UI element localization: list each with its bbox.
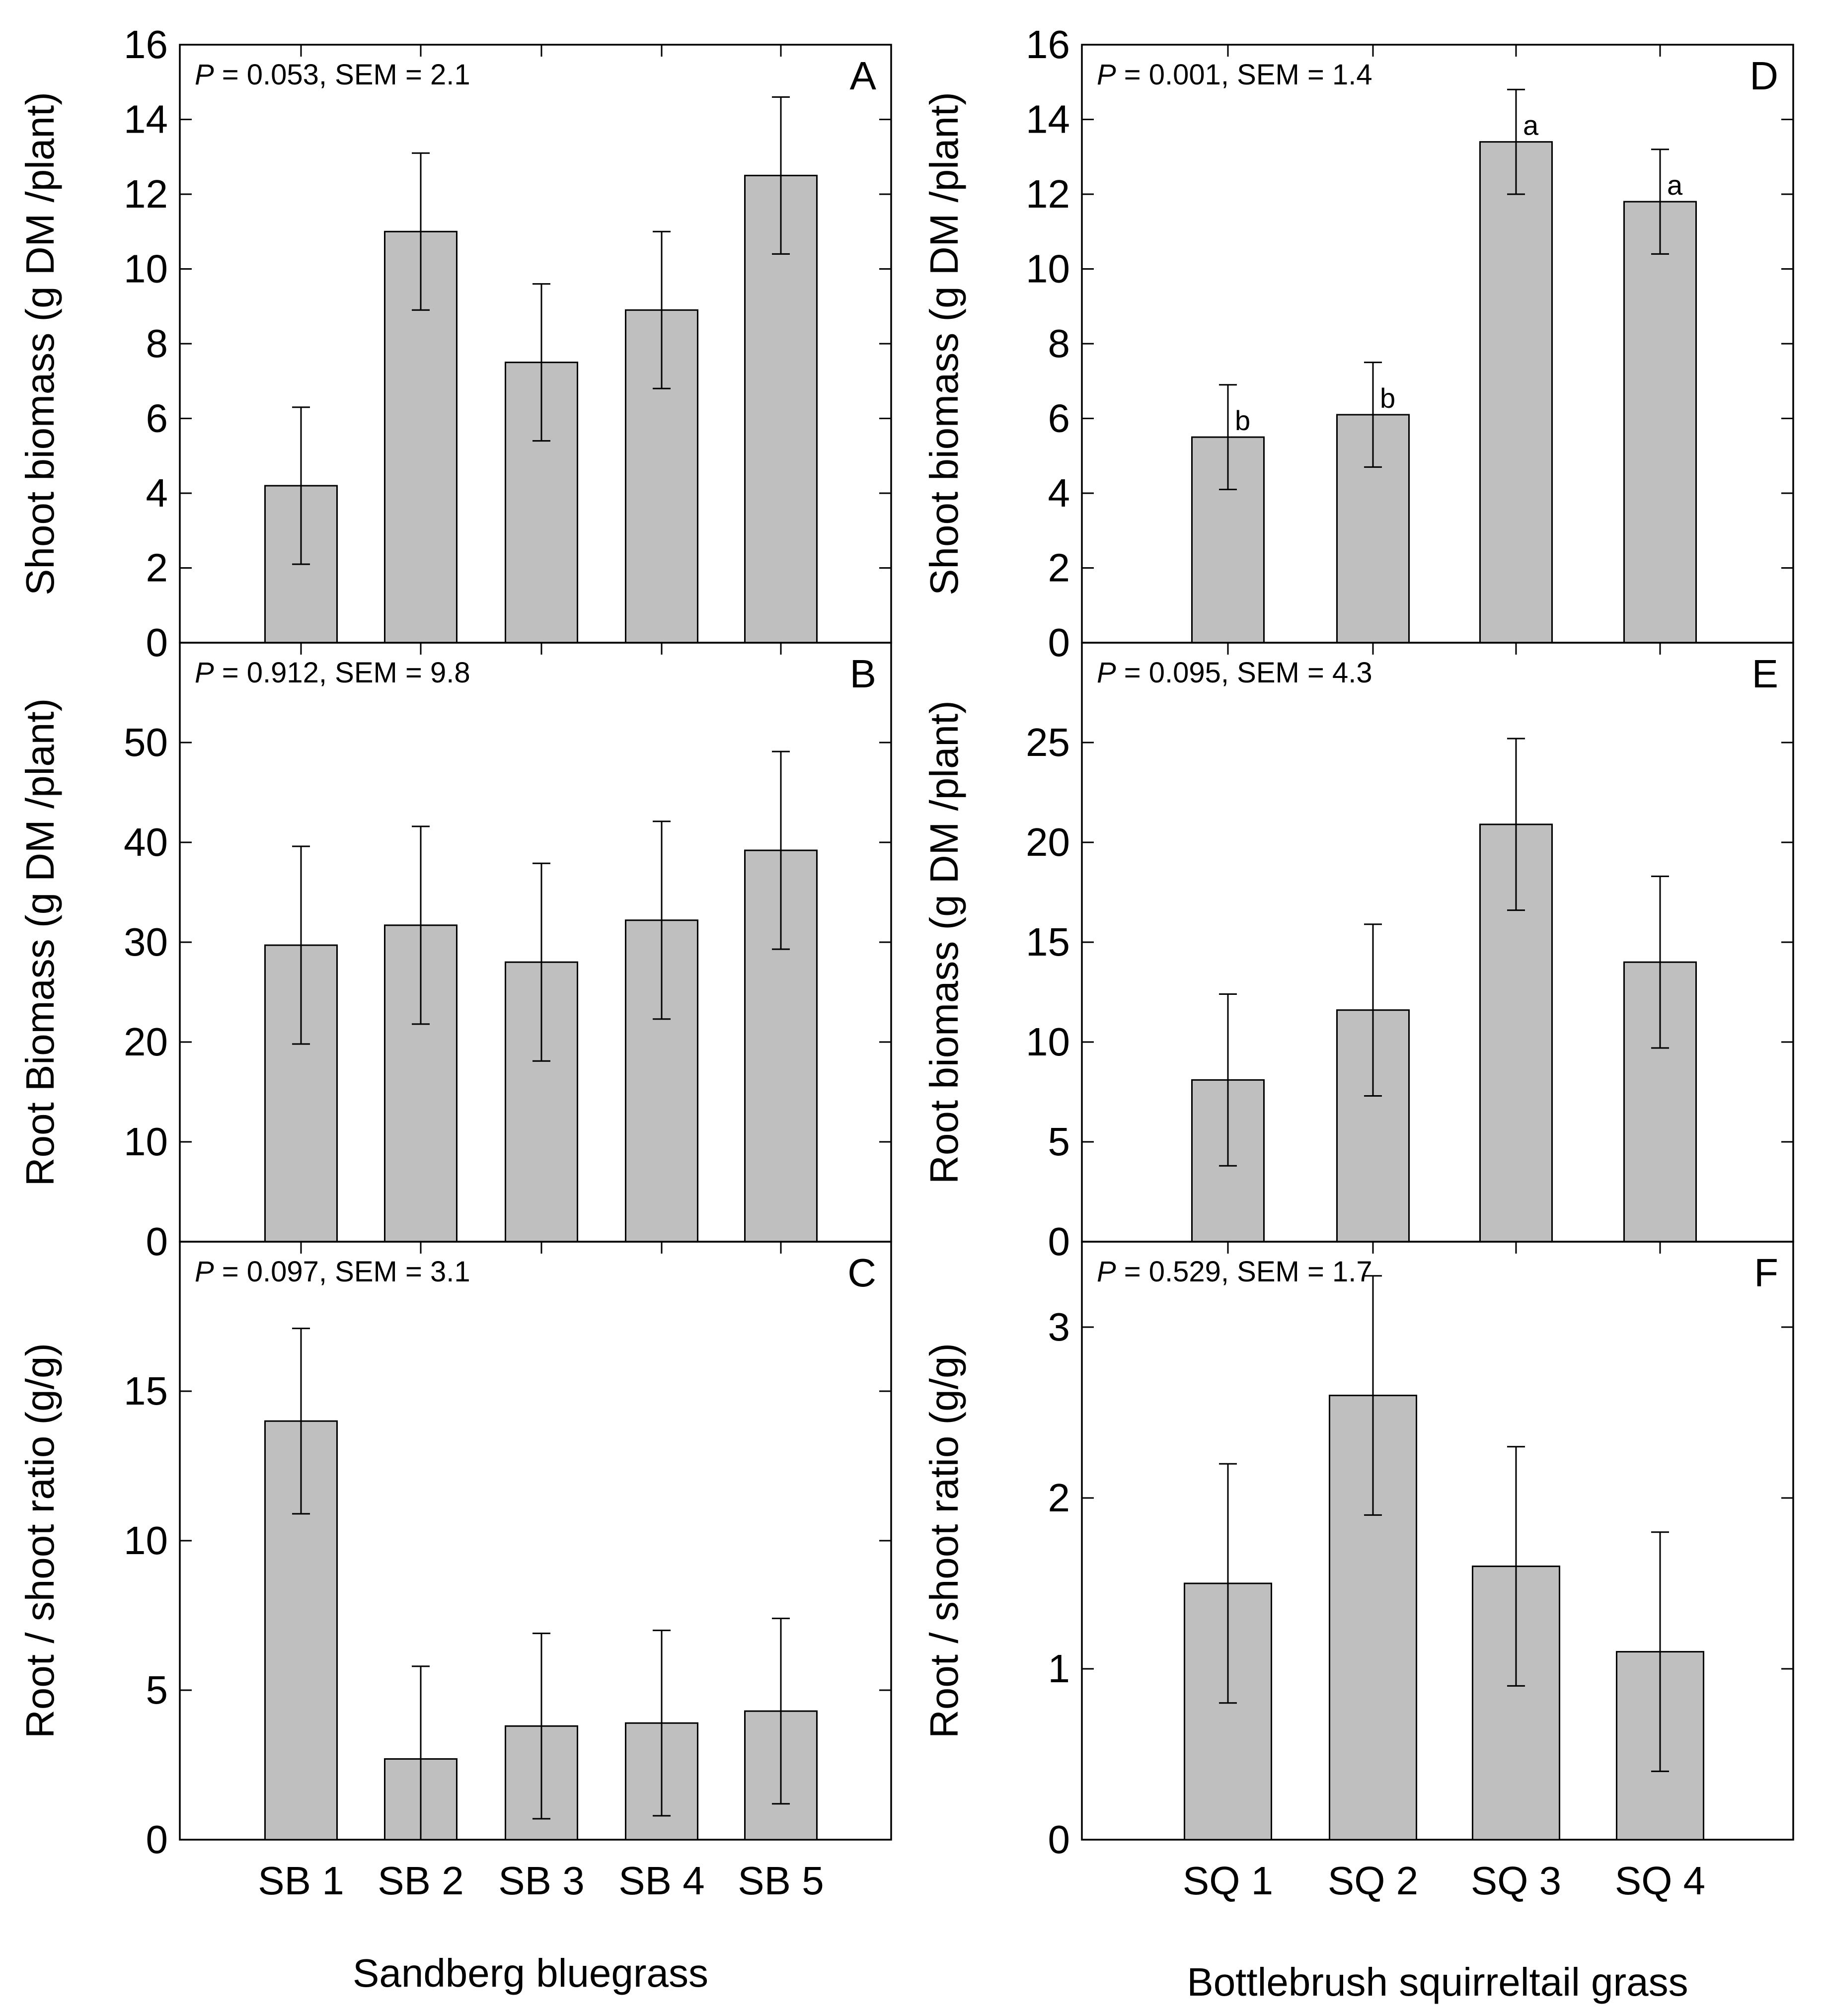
y-tick-label: 30 xyxy=(124,920,168,964)
significance-letter: a xyxy=(1523,110,1539,141)
y-tick-label: 10 xyxy=(1026,247,1070,291)
x-tick-label: SQ 3 xyxy=(1471,1859,1561,1903)
y-tick-label: 0 xyxy=(1048,1219,1070,1264)
stats-values: = 0.053, SEM = 2.1 xyxy=(214,59,470,91)
x-axis-label: Bottlebrush squirreltail grass xyxy=(1187,1960,1688,2004)
x-tick-label: SB 3 xyxy=(498,1859,584,1903)
y-tick-label: 2 xyxy=(146,546,168,590)
bar-sq-4 xyxy=(1623,201,1697,644)
y-tick-label: 12 xyxy=(124,172,168,216)
stats-text: P = 0.912, SEM = 9.8 xyxy=(195,657,470,689)
y-tick-label: 14 xyxy=(1026,97,1070,142)
x-tick-label: SB 2 xyxy=(378,1859,463,1903)
significance-letter: b xyxy=(1235,405,1250,436)
y-tick-label: 4 xyxy=(1048,471,1070,515)
y-tick-label: 16 xyxy=(1026,22,1070,67)
x-tick-label: SQ 4 xyxy=(1615,1859,1705,1903)
panel-label: C xyxy=(847,1251,876,1295)
y-tick-label: 2 xyxy=(1048,1476,1070,1520)
stats-values: = 0.912, SEM = 9.8 xyxy=(214,657,470,689)
y-tick-label: 16 xyxy=(124,22,168,67)
stats-text: P = 0.001, SEM = 1.4 xyxy=(1097,59,1372,91)
stats-values: = 0.529, SEM = 1.7 xyxy=(1116,1256,1372,1288)
p-symbol: P xyxy=(195,657,214,689)
panel-label: A xyxy=(850,54,877,98)
y-tick-label: 0 xyxy=(146,620,168,665)
x-tick-label: SB 4 xyxy=(618,1859,704,1903)
stats-values: = 0.001, SEM = 1.4 xyxy=(1116,59,1372,91)
y-tick-label: 2 xyxy=(1048,546,1070,590)
y-axis-label: Root Biomass (g DM /plant) xyxy=(18,698,62,1187)
y-tick-label: 10 xyxy=(124,247,168,291)
y-axis-label: Root / shoot ratio (g/g) xyxy=(922,1343,966,1738)
p-symbol: P xyxy=(1097,59,1116,91)
x-axis-label: Sandberg bluegrass xyxy=(353,1951,708,1995)
panel-b: 0 10 20 30 40 50 P = 0.912, SEM = 9.8 B Root Bio… xyxy=(18,642,892,1264)
panel-label: D xyxy=(1749,54,1778,98)
panel-label: B xyxy=(850,652,876,696)
y-tick-label: 8 xyxy=(146,321,168,366)
y-tick-label: 8 xyxy=(1048,321,1070,366)
y-tick-label: 6 xyxy=(1048,396,1070,441)
bar-sq-3 xyxy=(1479,141,1553,644)
p-symbol: P xyxy=(195,59,214,91)
x-tick-label: SQ 1 xyxy=(1183,1859,1273,1903)
y-tick-label: 0 xyxy=(146,1219,168,1264)
y-tick-label: 20 xyxy=(1026,820,1070,864)
y-axis-label: Shoot biomass (g DM /plant) xyxy=(922,92,966,596)
x-tick-label: SQ 2 xyxy=(1328,1859,1418,1903)
p-symbol: P xyxy=(1097,657,1116,689)
stats-text: P = 0.529, SEM = 1.7 xyxy=(1097,1256,1372,1288)
x-tick-label: SB 5 xyxy=(738,1859,824,1903)
y-tick-label: 5 xyxy=(146,1668,168,1712)
y-tick-label: 40 xyxy=(124,820,168,864)
y-axis-label: Shoot biomass (g DM /plant) xyxy=(18,92,62,596)
stats-text: P = 0.097, SEM = 3.1 xyxy=(195,1256,470,1288)
p-symbol: P xyxy=(195,1256,214,1288)
panel-label: E xyxy=(1752,652,1778,696)
y-tick-label: 5 xyxy=(1048,1120,1070,1164)
y-tick-label: 1 xyxy=(1048,1646,1070,1691)
x-tick-label: SB 1 xyxy=(258,1859,344,1903)
significance-letter: b xyxy=(1380,382,1395,414)
stats-values: = 0.097, SEM = 3.1 xyxy=(214,1256,470,1288)
y-tick-label: 50 xyxy=(124,720,168,764)
y-tick-label: 6 xyxy=(146,396,168,441)
y-tick-label: 15 xyxy=(1026,920,1070,964)
y-tick-label: 3 xyxy=(1048,1305,1070,1349)
y-tick-label: 4 xyxy=(146,471,168,515)
panel-d: 0 2 4 6 8 10 12 14 16 b b a a P = 0.001, SEM = 1.4 D Sh… xyxy=(922,22,1794,665)
p-symbol: P xyxy=(1097,1256,1116,1288)
y-tick-label: 0 xyxy=(1048,620,1070,665)
y-tick-label: 20 xyxy=(124,1020,168,1064)
y-axis-label: Root / shoot ratio (g/g) xyxy=(18,1343,62,1738)
y-tick-label: 12 xyxy=(1026,172,1070,216)
panel-c: 0 5 10 15 P = 0.097, SEM = 3.1 C Root / shoot … xyxy=(18,1241,892,1995)
significance-letter: a xyxy=(1667,169,1683,201)
panel-label: F xyxy=(1754,1251,1778,1295)
stats-text: P = 0.095, SEM = 4.3 xyxy=(1097,657,1372,689)
stats-text: P = 0.053, SEM = 2.1 xyxy=(195,59,470,91)
y-tick-label: 0 xyxy=(1048,1817,1070,1862)
y-tick-label: 10 xyxy=(124,1518,168,1563)
panel-e: 0 5 10 15 20 25 P = 0.095, SEM = 4.3 E Root biom… xyxy=(922,642,1794,1264)
y-tick-label: 10 xyxy=(1026,1020,1070,1064)
y-tick-label: 14 xyxy=(124,97,168,142)
panel-a: 0 2 4 6 8 10 12 14 16 P = 0.053, SEM = 2.1 A Shoot … xyxy=(18,22,892,665)
y-axis-label: Root biomass (g DM /plant) xyxy=(922,700,966,1184)
y-tick-label: 25 xyxy=(1026,720,1070,764)
stats-values: = 0.095, SEM = 4.3 xyxy=(1116,657,1372,689)
y-tick-label: 10 xyxy=(124,1120,168,1164)
plot-frame xyxy=(1081,1241,1794,1841)
y-tick-label: 15 xyxy=(124,1369,168,1413)
y-tick-label: 0 xyxy=(146,1817,168,1862)
